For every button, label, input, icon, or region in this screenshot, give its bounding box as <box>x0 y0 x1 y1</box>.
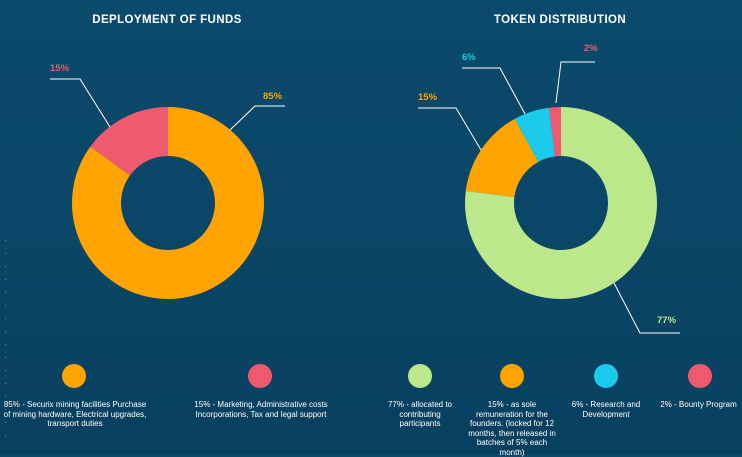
pct-label-0-1: 15% <box>50 63 70 74</box>
leader-line-1-2 <box>462 67 526 115</box>
chart-title-deployment: DEPLOYMENT OF FUNDS <box>92 14 242 26</box>
donut-slice-1-2 <box>514 107 556 162</box>
leader-line-1-0 <box>613 282 680 334</box>
donut-slice-1-0 <box>465 107 657 299</box>
pct-label-1-0: 77% <box>657 315 677 326</box>
pct-label-0-0: 85% <box>263 91 283 102</box>
legend-text-bounty: 2% - Bounty Program <box>660 400 737 409</box>
donut-slice-1-1 <box>465 118 539 198</box>
legend-text-mining: 85% - Securix mining facilities Purchase… <box>3 400 147 428</box>
legend-dot-bounty <box>688 364 712 388</box>
pct-label-1-3: 2% <box>584 43 598 54</box>
legend-text-participants: 77% - allocated to contributing particip… <box>387 400 453 428</box>
edge-dots <box>5 240 7 448</box>
chart-title-token-distribution: TOKEN DISTRIBUTION <box>493 14 627 26</box>
leader-line-1-1 <box>418 107 482 151</box>
legend-text-founders: 15% - as sole remuneration for the found… <box>468 400 556 457</box>
legend-text-marketing: 15% - Marketing, Administrative costs In… <box>194 400 328 419</box>
pct-label-1-2: 6% <box>462 52 476 63</box>
legend-text-research: 6% - Research and Development <box>571 400 641 419</box>
legend-dot-founders <box>500 364 524 388</box>
donut-slice-0-0 <box>71 107 264 299</box>
legend-dot-research <box>594 364 618 388</box>
legend-dot-participants <box>408 364 432 388</box>
legend-dot-marketing <box>248 364 272 388</box>
leader-line-0-1 <box>50 78 111 128</box>
donut-slice-1-3 <box>548 107 561 157</box>
leader-line-1-3 <box>555 61 595 104</box>
leader-line-0-0 <box>229 105 285 131</box>
legend-dot-mining <box>62 364 86 388</box>
donut-slice-0-1 <box>90 107 168 176</box>
pct-label-1-1: 15% <box>418 92 438 103</box>
